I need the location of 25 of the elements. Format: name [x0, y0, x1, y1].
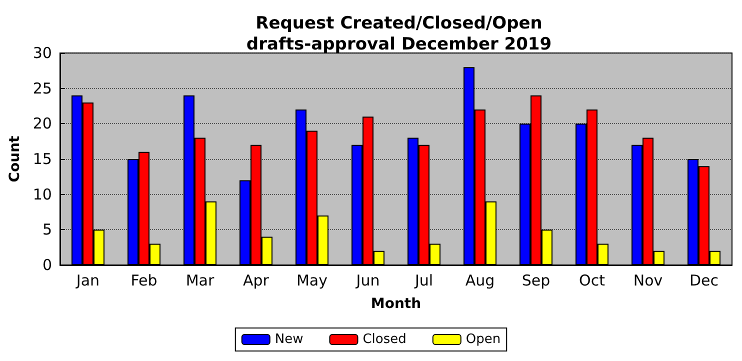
x-tick-label: Mar [186, 272, 215, 290]
y-tick-label: 10 [32, 185, 52, 204]
x-tick-label: Dec [689, 272, 719, 290]
x-tick-label: Jul [414, 272, 434, 290]
x-tick-label: Feb [130, 272, 158, 290]
x-tick-label: May [296, 272, 328, 290]
y-tick-label: 20 [32, 114, 52, 133]
x-tick-label: Oct [579, 272, 606, 290]
x-axis-title: Month [370, 296, 422, 312]
x-tick-label: Sep [522, 272, 550, 290]
legend-label: Open [466, 332, 501, 347]
y-tick-label: 5 [42, 220, 52, 239]
x-tick-label: Jun [355, 272, 380, 290]
x-tick-label: Apr [243, 272, 270, 290]
x-tick-label: Jan [75, 272, 100, 290]
legend-label: Closed [362, 332, 406, 347]
y-tick-label: 15 [32, 150, 52, 168]
y-axis-title: Count [7, 135, 23, 182]
x-tick-label: Aug [465, 272, 495, 290]
y-tick-label: 25 [32, 79, 52, 98]
y-tick-label: 30 [32, 44, 52, 62]
legend-label: New [274, 332, 304, 347]
x-tick-label: Nov [633, 272, 663, 290]
y-tick-label: 0 [42, 256, 52, 274]
chart-title: Request Created/Closed/Open drafts-approval December 2019 [246, 14, 552, 54]
